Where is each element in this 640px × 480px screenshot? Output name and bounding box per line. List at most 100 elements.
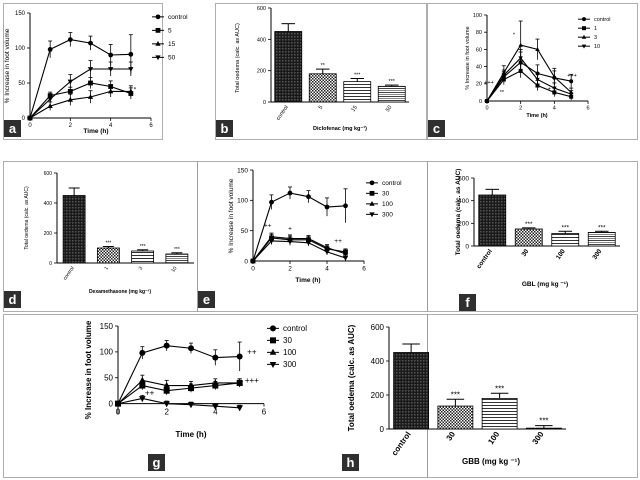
x-tick-label: 3 <box>138 266 145 272</box>
legend-label: 5 <box>168 28 172 35</box>
x-tick-label: 4 <box>325 266 329 273</box>
point-marker <box>67 89 73 94</box>
x-tick-label: 4 <box>109 123 113 129</box>
point-marker <box>581 44 587 49</box>
significance-label: *** <box>451 390 460 399</box>
point-marker <box>188 345 194 352</box>
point-marker <box>484 99 490 104</box>
point-marker <box>139 349 146 356</box>
point-marker <box>270 325 276 332</box>
panel-tag-box <box>198 291 215 308</box>
y-tick-label: 150 <box>100 322 114 331</box>
y-tick-label: 100 <box>100 348 114 357</box>
significance-label: *** <box>354 73 361 79</box>
y-axis-label: Total oedema (calc. as AUC) <box>455 169 462 256</box>
x-tick-label: control <box>390 430 413 457</box>
y-tick-label: 50 <box>241 228 249 235</box>
panel-tag-box <box>4 120 21 137</box>
x-axis-label: Time (h) <box>176 430 207 439</box>
panel-frame <box>3 3 163 140</box>
significance-label: + <box>548 87 551 93</box>
y-axis-label: % Increase in foot volume <box>465 26 471 89</box>
y-tick-label: 400 <box>371 357 385 366</box>
panel-tag-letter: e <box>203 292 210 307</box>
series-control <box>27 32 134 121</box>
y-tick-label: 100 <box>473 13 482 19</box>
x-tick-label: 100 <box>555 248 567 261</box>
point-marker <box>324 244 330 250</box>
legend-label: 10 <box>594 44 600 50</box>
point-marker <box>369 212 375 218</box>
legend-label: 1 <box>594 26 597 32</box>
x-tick-label: 4 <box>213 408 218 417</box>
panel-tag: h <box>342 454 359 471</box>
series-line <box>486 44 572 102</box>
bar-5 <box>308 73 337 103</box>
x-tick-label: 30 <box>445 430 458 443</box>
series-line <box>29 68 131 119</box>
point-marker <box>87 94 94 99</box>
point-marker <box>212 403 219 410</box>
point-marker <box>582 26 586 31</box>
point-marker <box>47 97 53 102</box>
point-marker <box>269 361 277 368</box>
series-line <box>29 82 132 119</box>
point-marker <box>155 40 161 46</box>
point-marker <box>155 27 161 33</box>
point-marker <box>552 86 557 91</box>
point-marker <box>67 96 73 102</box>
panel-tag-letter: g <box>153 455 161 470</box>
bar-50 <box>377 85 406 103</box>
x-axis-label: GBL (mg kg ⁻¹) <box>522 281 568 288</box>
legend-label: control <box>382 180 402 187</box>
panel-h: 0 200 400 600 Total oedema (calc. as AUC) GBB… <box>342 314 638 478</box>
x-tick-label: 6 <box>149 123 153 129</box>
y-axis-label: Total oedema (calc. as AUC) <box>235 23 241 93</box>
significance-label: *** <box>140 244 146 250</box>
y-axis-label: Total oedema (calc. as AUC) <box>24 186 30 250</box>
point-marker <box>108 52 114 58</box>
point-marker <box>306 194 311 200</box>
point-marker <box>369 190 375 196</box>
point-marker <box>269 348 277 355</box>
x-tick-label: 6 <box>262 408 267 417</box>
y-tick-label: 100 <box>15 46 26 52</box>
significance-label: *** <box>539 417 548 426</box>
point-marker <box>569 79 574 84</box>
legend-label: 30 <box>283 336 292 345</box>
y-tick-label: 400 <box>458 198 469 205</box>
series-line <box>252 236 346 262</box>
significance-label: *** <box>174 247 180 253</box>
point-marker <box>535 47 540 51</box>
panel-tag-box <box>148 454 165 471</box>
x-axis-label: Diclofenac (mg kg⁻¹) <box>313 125 367 132</box>
point-marker <box>552 74 557 79</box>
bar-300 <box>525 427 562 430</box>
y-tick-label: 150 <box>15 11 26 17</box>
y-tick-label: 200 <box>257 69 266 75</box>
legend-label: control <box>594 17 611 23</box>
legend-label: 100 <box>283 348 297 357</box>
y-tick-label: 600 <box>44 171 53 177</box>
series-3 <box>484 20 574 103</box>
x-tick-label: 0 <box>116 408 121 417</box>
point-marker <box>139 396 146 403</box>
point-marker <box>250 259 256 264</box>
point-marker <box>269 199 274 205</box>
bar-15 <box>343 81 372 103</box>
panel-tag-letter: d <box>9 292 17 307</box>
significance-label: +++ <box>245 376 259 385</box>
point-marker <box>287 239 293 245</box>
point-marker <box>47 103 53 109</box>
bar-control <box>478 194 507 247</box>
x-tick-label: 0 <box>251 266 255 273</box>
x-tick-label: 10 <box>170 266 178 274</box>
point-marker <box>268 239 275 244</box>
panel-tag-letter: b <box>221 121 229 136</box>
point-marker <box>163 401 170 408</box>
x-tick-label: 4 <box>553 106 556 112</box>
x-tick-label: 6 <box>586 106 589 112</box>
y-tick-label: 100 <box>237 198 248 205</box>
